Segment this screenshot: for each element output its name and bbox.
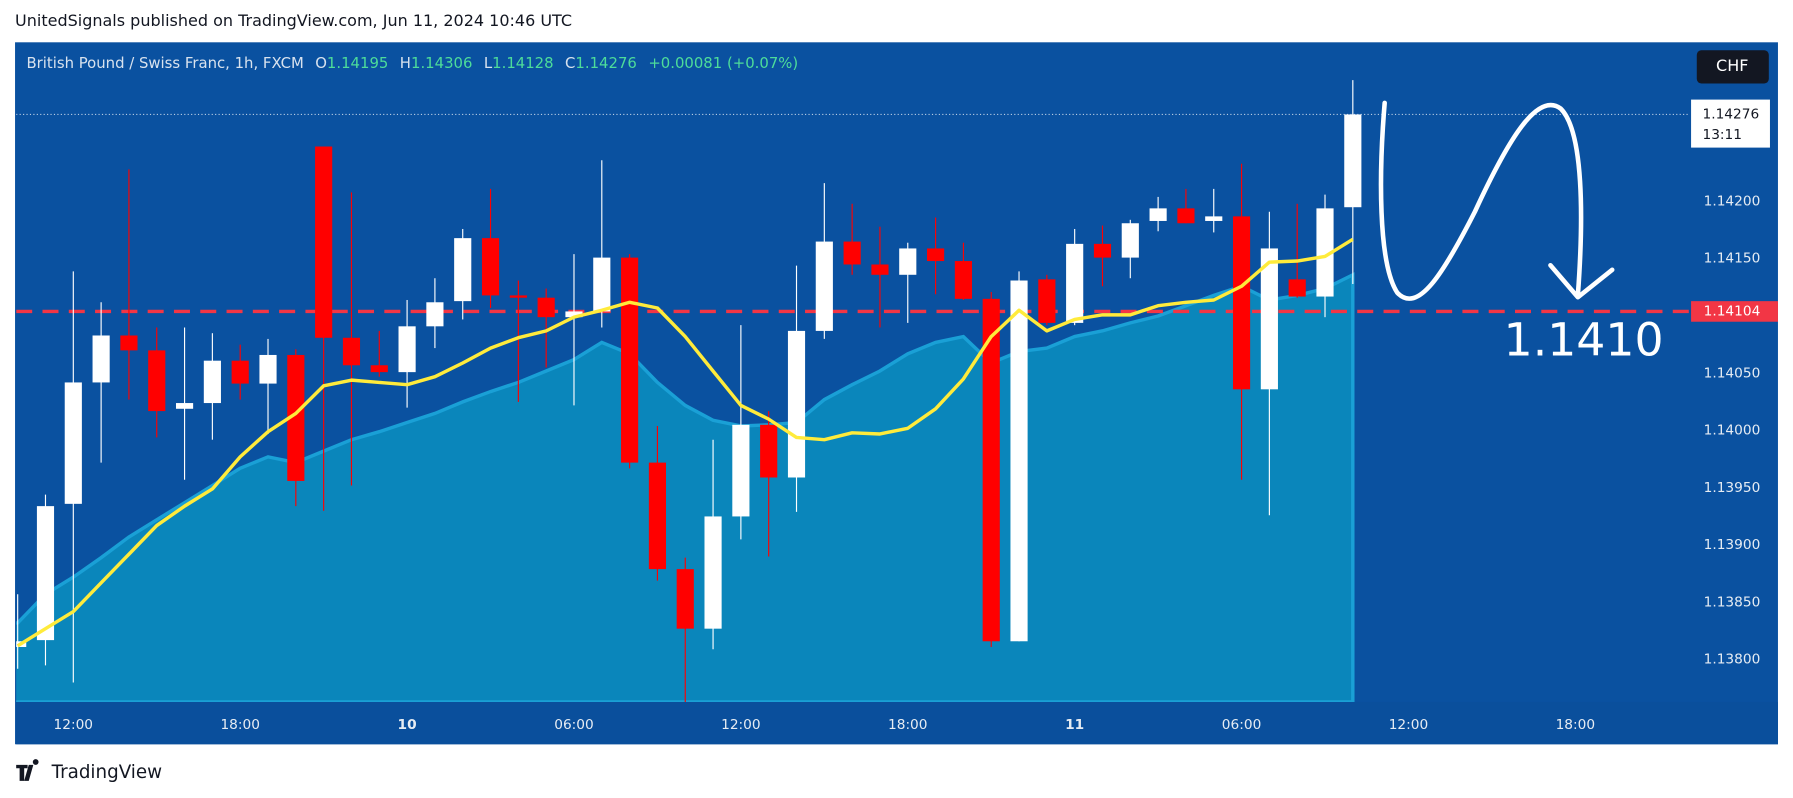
candle-body bbox=[36, 506, 55, 641]
hand-drawn-arrow bbox=[1378, 100, 1615, 301]
candle-body bbox=[148, 350, 166, 412]
candle-body bbox=[120, 335, 138, 351]
currency-button[interactable] bbox=[1696, 50, 1769, 84]
candle-body bbox=[704, 516, 722, 629]
candle-body bbox=[676, 569, 694, 629]
last-price-box bbox=[1691, 99, 1770, 148]
x-tick-label: 12:00 bbox=[721, 717, 761, 733]
x-tick-label: 18:00 bbox=[888, 717, 927, 733]
symbol: British Pound / Swiss Franc, 1h, FXCM bbox=[26, 54, 303, 72]
candle-body bbox=[1205, 216, 1223, 221]
candle-body bbox=[1316, 208, 1334, 297]
candle-body bbox=[92, 335, 110, 383]
candle-body bbox=[259, 354, 277, 384]
o-label: O bbox=[315, 54, 327, 72]
y-tick-label: 1.14200 bbox=[1704, 193, 1761, 209]
time-axis bbox=[16, 701, 1778, 745]
candle-body bbox=[927, 248, 945, 262]
y-tick-label: 1.13950 bbox=[1704, 480, 1761, 496]
candle-body bbox=[565, 311, 583, 318]
x-tick-label: 12:00 bbox=[1389, 717, 1429, 733]
candle-body bbox=[537, 297, 555, 318]
candle-body bbox=[1066, 243, 1084, 323]
plot-area bbox=[16, 80, 1690, 702]
x-tick-label: 06:00 bbox=[554, 717, 594, 733]
candle-body bbox=[203, 360, 221, 404]
x-tick-label: 18:00 bbox=[1556, 717, 1596, 733]
candle-body bbox=[175, 403, 194, 409]
candle-body bbox=[231, 360, 249, 384]
x-tick-label: 18:00 bbox=[220, 717, 260, 733]
candle-body bbox=[454, 238, 472, 302]
level-label: 1.14104 bbox=[1704, 303, 1761, 319]
candle-body bbox=[787, 330, 806, 478]
c-value: 1.14276 bbox=[575, 54, 636, 72]
target-annotation: 1.1410 bbox=[1504, 313, 1664, 366]
candle-body bbox=[287, 354, 305, 481]
brand-name: TradingView bbox=[51, 762, 163, 783]
legend: British Pound / Swiss Franc, 1h, FXCM O1.… bbox=[26, 54, 798, 72]
ma-line bbox=[16, 237, 1354, 648]
candle-body bbox=[509, 295, 527, 298]
change: +0.00081 (+0.07%) bbox=[648, 54, 798, 72]
candle-body bbox=[1260, 248, 1278, 390]
y-tick-label: 1.14050 bbox=[1704, 365, 1761, 381]
candle-body bbox=[760, 424, 778, 478]
candle-body bbox=[732, 424, 750, 517]
candle-body bbox=[342, 337, 361, 366]
candle-body bbox=[843, 241, 861, 265]
y-tick-label: 1.13800 bbox=[1704, 652, 1761, 668]
candle-body bbox=[64, 382, 82, 504]
candle-body bbox=[899, 248, 917, 275]
l-label: L bbox=[484, 54, 493, 72]
x-tick-label: 11 bbox=[1065, 717, 1084, 733]
candle-body bbox=[315, 146, 333, 338]
x-tick-label: 06:00 bbox=[1222, 717, 1262, 733]
candle-body bbox=[815, 241, 833, 331]
y-tick-label: 1.14150 bbox=[1704, 251, 1761, 267]
h-value: 1.14306 bbox=[411, 54, 472, 72]
candle-body bbox=[954, 261, 972, 299]
y-tick-label: 1.13900 bbox=[1704, 537, 1761, 553]
c-label: C bbox=[565, 54, 575, 72]
candle-body bbox=[481, 238, 500, 296]
candle-body bbox=[1288, 279, 1306, 297]
candle-body bbox=[1038, 279, 1056, 323]
candle-body bbox=[1344, 114, 1362, 208]
candle-body bbox=[398, 326, 416, 373]
publish-header: UnitedSignals published on TradingView.c… bbox=[15, 11, 572, 30]
brand-logo bbox=[16, 759, 39, 781]
candle-body bbox=[648, 462, 667, 570]
l-value: 1.14128 bbox=[492, 54, 553, 72]
candle-body bbox=[593, 257, 611, 312]
candle-body bbox=[370, 365, 388, 373]
candle-body bbox=[1010, 280, 1028, 642]
h-label: H bbox=[400, 54, 411, 72]
candle-body bbox=[1093, 243, 1112, 258]
candle-body bbox=[426, 302, 444, 327]
candle-body bbox=[1232, 216, 1251, 390]
candle-body bbox=[1177, 208, 1195, 224]
y-tick-label: 1.14000 bbox=[1704, 423, 1761, 439]
o-value: 1.14195 bbox=[327, 54, 388, 72]
currency-label[interactable]: CHF bbox=[1716, 56, 1748, 75]
candle-body bbox=[1121, 223, 1139, 258]
candle-body bbox=[1149, 208, 1167, 221]
last-price-label: 1.14276 bbox=[1703, 106, 1760, 122]
candle-body bbox=[621, 257, 639, 463]
x-tick-label: 10 bbox=[398, 717, 417, 733]
x-tick-label: 12:00 bbox=[54, 717, 94, 733]
candle-body bbox=[982, 298, 1000, 642]
y-tick-label: 1.13850 bbox=[1704, 594, 1761, 610]
countdown-label: 13:11 bbox=[1703, 127, 1743, 143]
level-label-bg bbox=[1691, 301, 1778, 322]
candle-body bbox=[871, 264, 889, 275]
